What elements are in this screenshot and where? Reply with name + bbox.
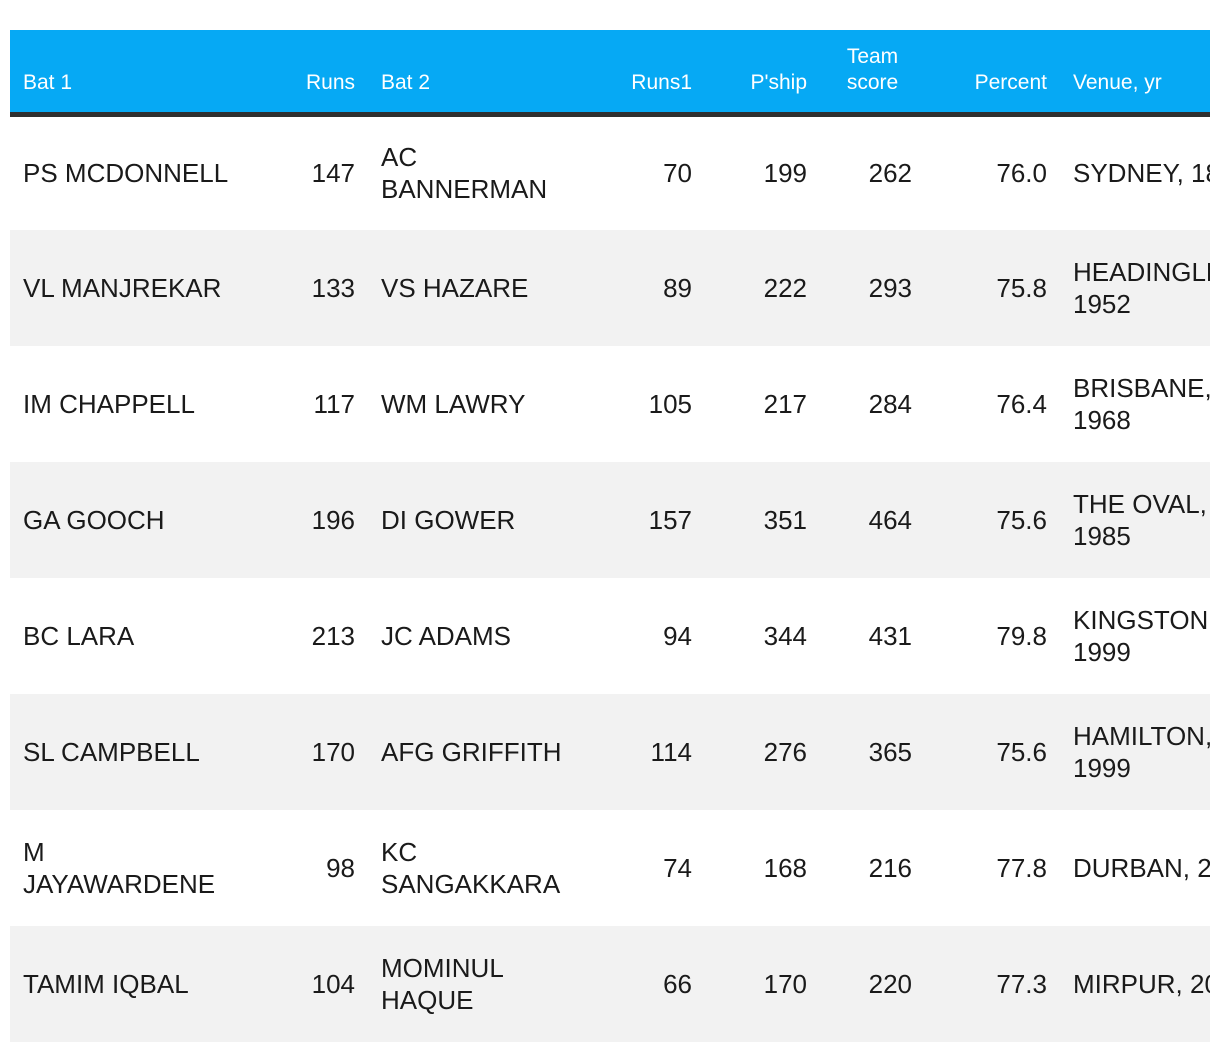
header-row: Bat 1 Runs Bat 2 Runs1 P'ship Team score … [10, 30, 1210, 117]
cell-percent: 77.3 [996, 969, 1047, 999]
cell-team-score: 464 [868, 505, 912, 535]
cell-team-score: 365 [868, 737, 912, 767]
cell-bat1: VL MANJREKAR [23, 273, 222, 303]
cell-venue: SYDNEY, 1882 [1073, 158, 1210, 189]
header-team-score-line1: Team [846, 44, 899, 68]
header-team-score[interactable]: Team score [820, 30, 925, 117]
cell-venue: BRISBANE, 1968 [1073, 373, 1210, 435]
cell-venue: DURBAN, 2000 [1073, 853, 1210, 883]
cell-bat1: SL CAMPBELL [23, 737, 200, 767]
cell-bat1: IM CHAPPELL [23, 389, 195, 419]
cell-percent: 76.4 [996, 389, 1047, 419]
cell-pship: 168 [763, 853, 807, 883]
cell-runs1: 70 [663, 158, 692, 189]
cell-team-score: 284 [868, 389, 912, 419]
cell-runs1: 74 [663, 853, 692, 883]
cell-runs1: 157 [648, 505, 692, 535]
cell-pship: 217 [763, 389, 807, 419]
header-team-score-line2: score [846, 70, 899, 94]
cell-pship: 344 [763, 621, 807, 651]
cell-venue: KINGSTON, 1999 [1073, 605, 1210, 667]
cell-runs: 117 [313, 389, 355, 419]
header-pship[interactable]: P'ship [705, 30, 820, 117]
cell-bat2: AFG GRIFFITH [381, 737, 562, 767]
cell-percent: 76.0 [996, 158, 1047, 189]
cell-bat2: AC BANNERMAN [381, 142, 548, 205]
cell-bat2: KC SANGAKKARA [381, 837, 561, 899]
partnership-table: Bat 1 Runs Bat 2 Runs1 P'ship Team score … [10, 30, 1210, 1042]
table-body: PS MCDONNELL 147 AC BANNERMAN 70 199 262… [10, 114, 1210, 1042]
cell-bat2: VS HAZARE [381, 273, 529, 303]
table-row: BC LARA 213 JC ADAMS 94 344 431 79.8 KIN… [10, 578, 1210, 694]
cell-venue: HAMILTON, 1999 [1073, 721, 1210, 783]
cell-runs1: 114 [650, 737, 692, 767]
cell-runs: 98 [326, 853, 355, 883]
cell-percent: 77.8 [996, 853, 1047, 883]
cell-runs1: 94 [663, 621, 692, 651]
cell-runs1: 89 [663, 273, 692, 303]
cell-pship: 276 [763, 737, 807, 767]
cell-bat2: WM LAWRY [381, 389, 526, 419]
cell-runs: 196 [311, 505, 355, 535]
table-row: VL MANJREKAR 133 VS HAZARE 89 222 293 75… [10, 230, 1210, 346]
cell-runs1: 66 [663, 969, 692, 999]
cell-venue: THE OVAL, 1985 [1073, 489, 1207, 551]
cell-team-score: 293 [868, 273, 912, 303]
cell-venue: HEADINGLEY, 1952 [1073, 257, 1210, 319]
partnership-table-container: Bat 1 Runs Bat 2 Runs1 P'ship Team score … [10, 30, 1210, 1056]
cell-bat1: GA GOOCH [23, 505, 165, 535]
table-row: IM CHAPPELL 117 WM LAWRY 105 217 284 76.… [10, 346, 1210, 462]
cell-bat2: JC ADAMS [381, 621, 512, 651]
cell-percent: 75.6 [996, 505, 1047, 535]
cell-venue: MIRPUR, 2016 [1073, 969, 1210, 999]
cell-percent: 75.8 [996, 273, 1047, 303]
cell-percent: 79.8 [996, 621, 1047, 651]
cell-pship: 222 [763, 273, 807, 303]
table-row: SL CAMPBELL 170 AFG GRIFFITH 114 276 365… [10, 694, 1210, 810]
cell-runs: 213 [311, 621, 355, 651]
cell-bat1: TAMIM IQBAL [23, 969, 189, 999]
cell-runs: 147 [311, 158, 355, 189]
cell-bat1: PS MCDONNELL [23, 158, 229, 189]
cell-team-score: 431 [868, 621, 912, 651]
header-venue[interactable]: Venue, yr [1060, 30, 1210, 117]
cell-pship: 199 [763, 158, 807, 189]
table-row: GA GOOCH 196 DI GOWER 157 351 464 75.6 T… [10, 462, 1210, 578]
cell-pship: 170 [763, 969, 807, 999]
table-row: M JAYAWARDENE 98 KC SANGAKKARA 74 168 21… [10, 810, 1210, 926]
header-runs[interactable]: Runs [242, 30, 368, 117]
cell-bat1: M JAYAWARDENE [23, 837, 216, 899]
cell-runs1: 105 [648, 389, 692, 419]
table-header: Bat 1 Runs Bat 2 Runs1 P'ship Team score … [10, 30, 1210, 117]
header-bat1[interactable]: Bat 1 [10, 30, 242, 117]
cell-percent: 75.6 [996, 737, 1047, 767]
cell-runs: 104 [311, 969, 355, 999]
header-percent[interactable]: Percent [925, 30, 1060, 117]
cell-bat2: MOMINUL HAQUE [381, 953, 503, 1015]
cell-team-score: 220 [868, 969, 912, 999]
cell-runs: 133 [311, 273, 355, 303]
cell-bat2: DI GOWER [381, 505, 516, 535]
cell-bat1: BC LARA [23, 621, 135, 651]
cell-team-score: 216 [868, 853, 912, 883]
cell-pship: 351 [763, 505, 807, 535]
table-row: PS MCDONNELL 147 AC BANNERMAN 70 199 262… [10, 114, 1210, 230]
cell-runs: 170 [311, 737, 355, 767]
table-row: TAMIM IQBAL 104 MOMINUL HAQUE 66 170 220… [10, 926, 1210, 1042]
header-bat2[interactable]: Bat 2 [368, 30, 588, 117]
cell-team-score: 262 [868, 158, 912, 189]
header-runs1[interactable]: Runs1 [588, 30, 705, 117]
